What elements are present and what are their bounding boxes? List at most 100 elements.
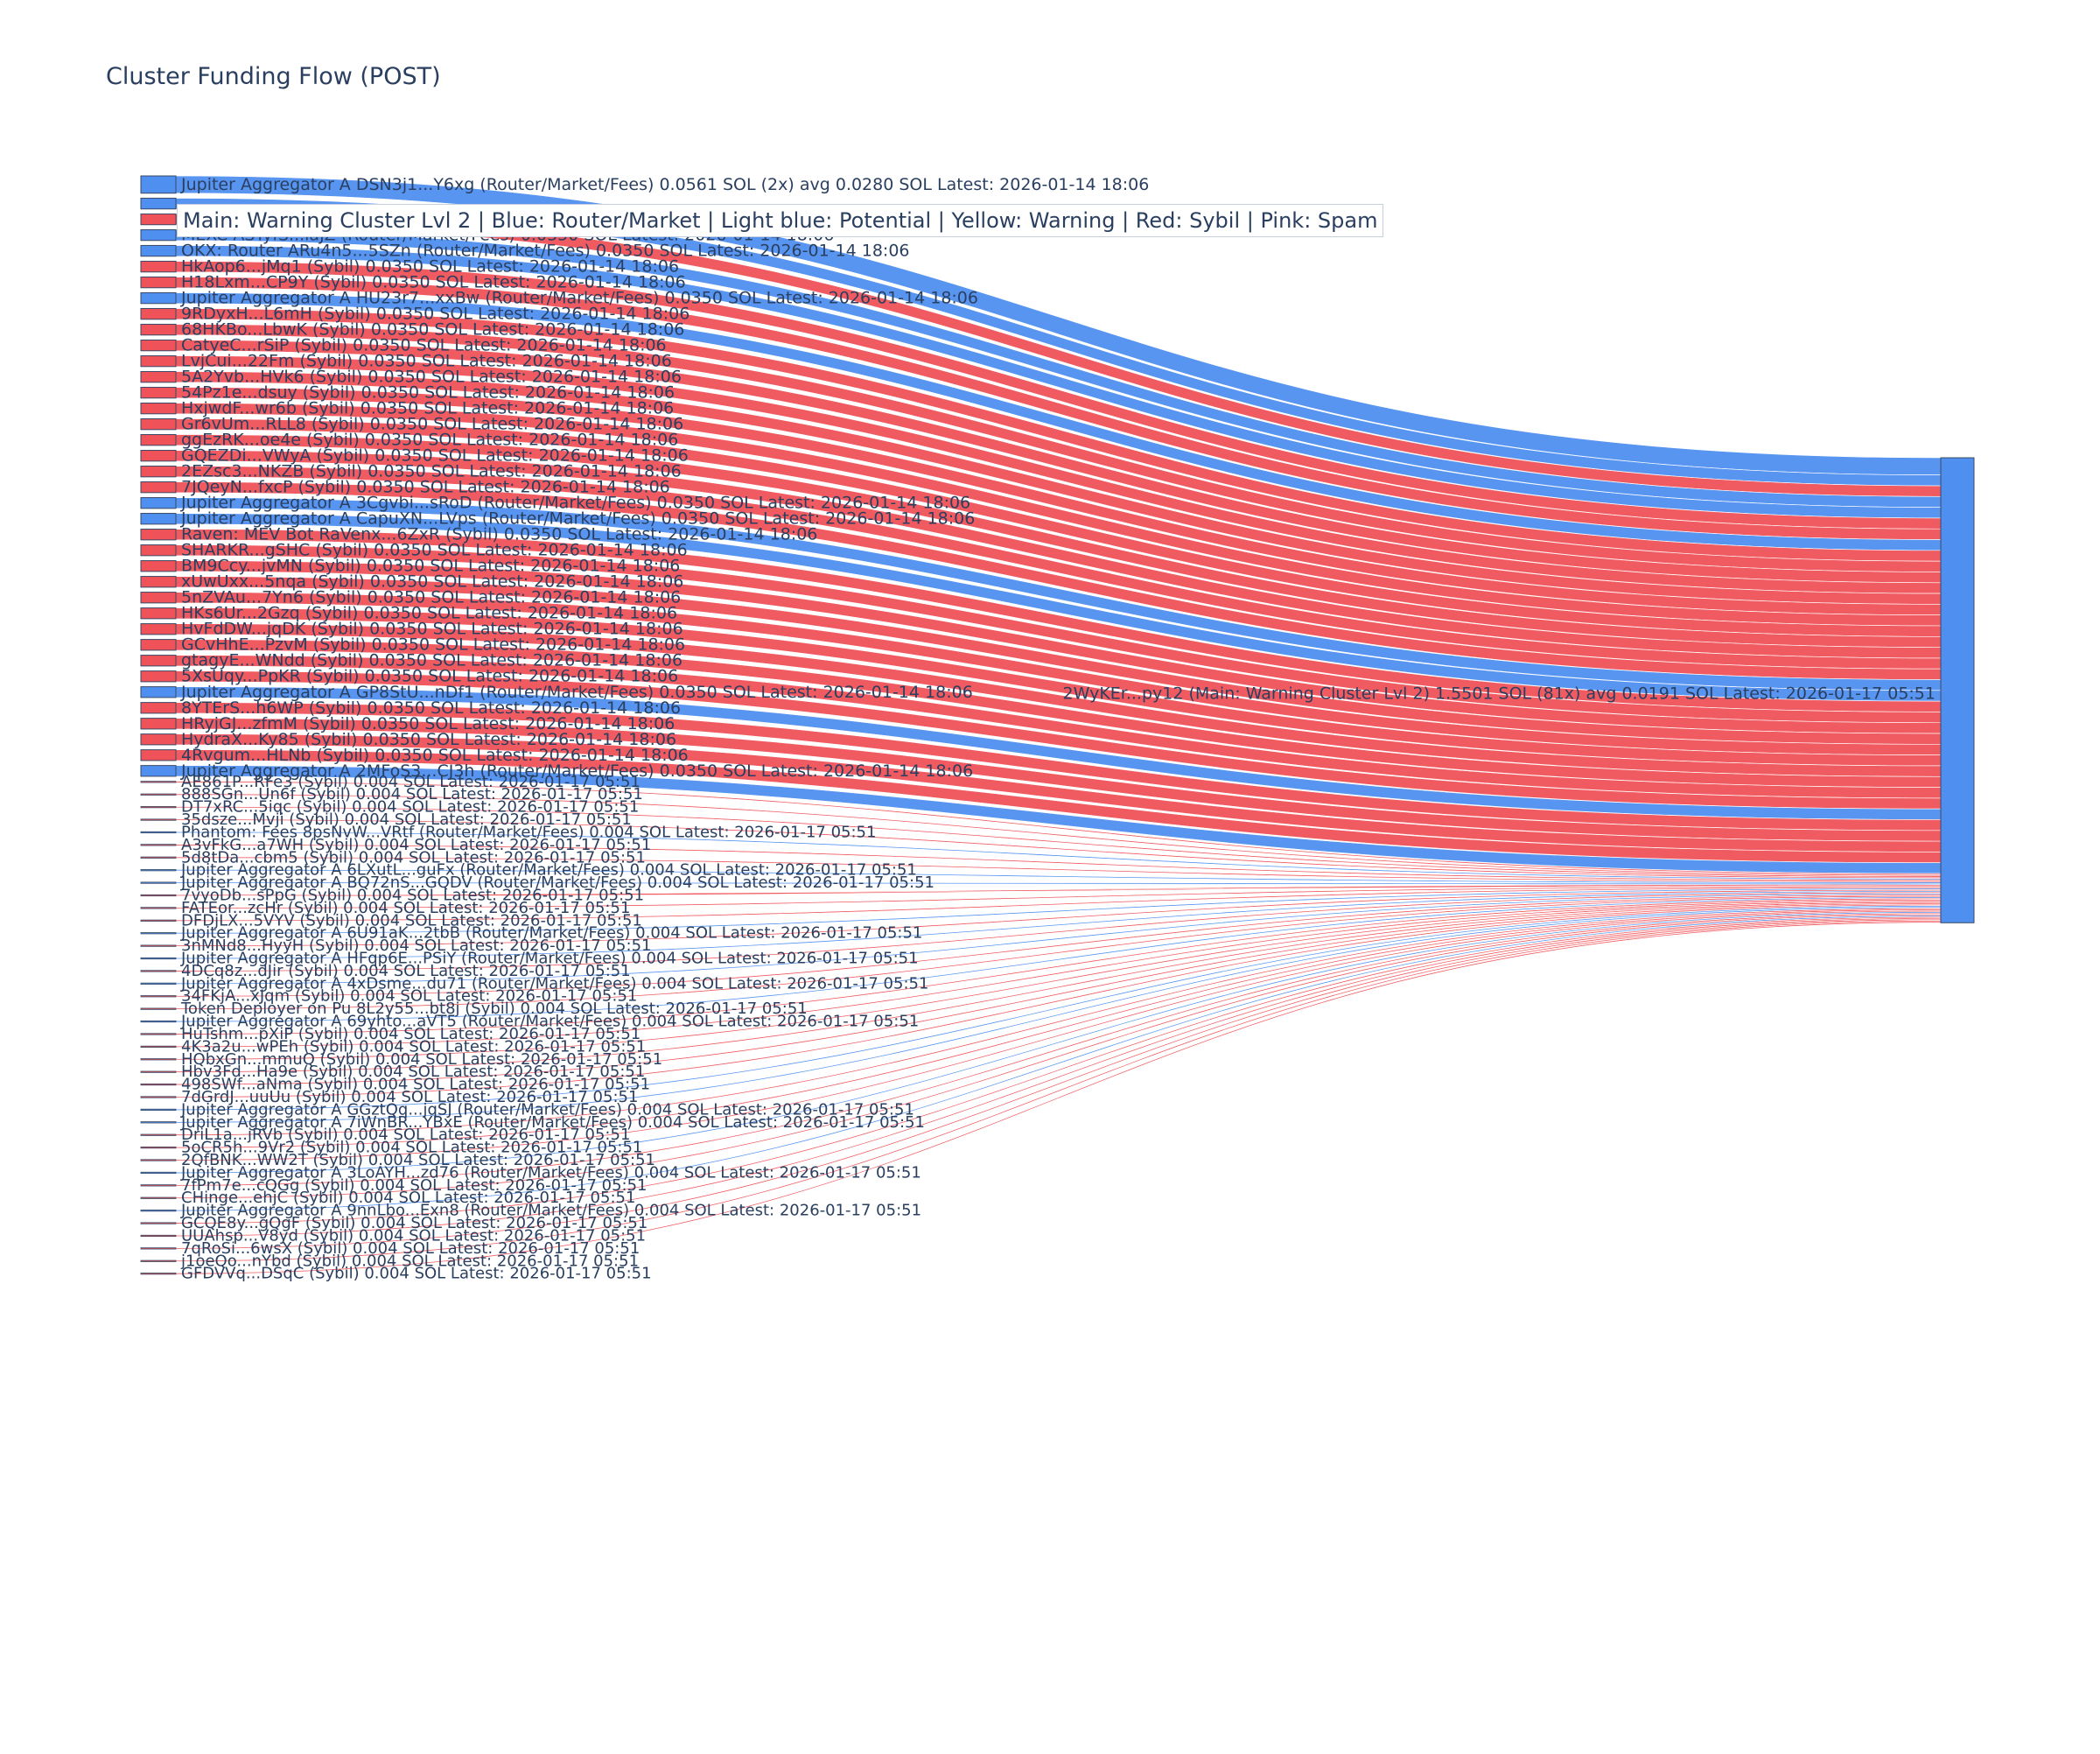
source-node[interactable]	[140, 1007, 177, 1010]
source-label: Jupiter Aggregator A CapuXN...LVps (Rout…	[180, 509, 975, 529]
sankey-labels: Jupiter Aggregator A DSN3j1...Y6xg (Rout…	[180, 175, 1936, 1283]
source-node[interactable]	[140, 291, 177, 305]
source-node[interactable]	[140, 244, 177, 257]
source-label: 8YTErS...h6WP (Sybil) 0.0350 SOL Latest:…	[181, 698, 681, 718]
source-node[interactable]	[140, 1247, 177, 1250]
source-node[interactable]	[140, 1184, 177, 1187]
source-label: 2EZsc3...NKZB (Sybil) 0.0350 SOL Latest:…	[181, 462, 682, 481]
source-node[interactable]	[140, 869, 177, 872]
source-node[interactable]	[140, 592, 177, 604]
source-node[interactable]	[140, 818, 177, 821]
source-node[interactable]	[140, 260, 177, 273]
source-node[interactable]	[140, 175, 177, 194]
source-node[interactable]	[140, 995, 177, 998]
source-node[interactable]	[140, 1045, 177, 1048]
source-node[interactable]	[140, 513, 177, 525]
source-node[interactable]	[140, 276, 177, 289]
source-node[interactable]	[140, 323, 177, 336]
source-label: 5XsUqy...PpKR (Sybil) 0.0350 SOL Latest:…	[181, 667, 678, 686]
source-label: Jupiter Aggregator A 4xDsme...du71 (Rout…	[180, 974, 928, 993]
source-node[interactable]	[140, 982, 177, 985]
source-node[interactable]	[140, 1171, 177, 1175]
sankey-nodes	[140, 175, 1975, 1275]
source-label: GFDVVq...DSqC (Sybil) 0.004 SOL Latest: …	[181, 1265, 652, 1283]
source-label: 3nMNd8...HyyH (Sybil) 0.004 SOL Latest: …	[181, 937, 651, 955]
source-node[interactable]	[140, 529, 177, 541]
source-label: Jupiter Aggregator A 9nnLbo...Exn8 (Rout…	[180, 1202, 921, 1220]
source-node[interactable]	[140, 434, 177, 446]
target-node[interactable]	[1940, 457, 1975, 923]
source-node[interactable]	[140, 831, 177, 834]
source-label: Jupiter Aggregator A GP8StU...nDf1 (Rout…	[180, 683, 973, 702]
source-label: GQEZDi...VWyA (Sybil) 0.0350 SOL Latest:…	[181, 446, 689, 466]
source-node[interactable]	[140, 655, 177, 667]
chart-title: Cluster Funding Flow (POST)	[106, 63, 441, 90]
source-node[interactable]	[140, 607, 177, 620]
source-node[interactable]	[140, 213, 177, 226]
source-node[interactable]	[140, 497, 177, 509]
source-node[interactable]	[140, 228, 177, 242]
source-node[interactable]	[140, 806, 177, 809]
source-node[interactable]	[140, 932, 177, 935]
source-node[interactable]	[140, 450, 177, 462]
source-node[interactable]	[140, 765, 177, 777]
source-node[interactable]	[140, 970, 177, 972]
source-node[interactable]	[140, 386, 177, 399]
source-node[interactable]	[140, 370, 177, 383]
source-label: FATEor...zcHr (Sybil) 0.004 SOL Latest: …	[181, 899, 630, 917]
source-node[interactable]	[140, 1121, 177, 1124]
source-node[interactable]	[140, 1222, 177, 1224]
source-node[interactable]	[140, 354, 177, 368]
source-label: Jupiter Aggregator A 2MFoS3...CJ3h (Rout…	[180, 761, 973, 781]
source-node[interactable]	[140, 307, 177, 320]
source-node[interactable]	[140, 749, 177, 761]
source-node[interactable]	[140, 670, 177, 683]
source-label: Jupiter Aggregator A 6LXutL...guFx (Rout…	[180, 861, 917, 880]
source-node[interactable]	[140, 1133, 177, 1136]
source-node[interactable]	[140, 623, 177, 635]
source-node[interactable]	[140, 402, 177, 415]
source-label: HKs6Ur...2Gzq (Sybil) 0.0350 SOL Latest:…	[181, 604, 677, 623]
source-node[interactable]	[140, 1108, 177, 1112]
source-node[interactable]	[140, 639, 177, 651]
source-node[interactable]	[140, 1058, 177, 1061]
source-node[interactable]	[140, 1196, 177, 1199]
source-node[interactable]	[140, 919, 177, 922]
source-node[interactable]	[140, 1070, 177, 1073]
source-label: Jupiter Aggregator A 3Cgvbi...sRoD (Rout…	[180, 494, 970, 513]
source-label: 498SWf...aNma (Sybil) 0.004 SOL Latest: …	[181, 1076, 650, 1094]
source-label: 9RDyxH...L6mH (Sybil) 0.0350 SOL Latest:…	[181, 305, 690, 324]
source-node[interactable]	[140, 793, 177, 796]
source-node[interactable]	[140, 686, 177, 698]
source-node[interactable]	[140, 339, 177, 352]
source-node[interactable]	[140, 197, 177, 210]
source-node[interactable]	[140, 1259, 177, 1262]
source-node[interactable]	[140, 733, 177, 746]
source-node[interactable]	[140, 544, 177, 557]
source-node[interactable]	[140, 907, 177, 909]
source-node[interactable]	[140, 881, 177, 884]
source-node[interactable]	[140, 856, 177, 859]
source-node[interactable]	[140, 560, 177, 572]
source-label: Jupiter Aggregator A BQ72nS...GQDV (Rout…	[180, 873, 934, 892]
source-label: HuTshm...pXiP (Sybil) 0.004 SOL Latest: …	[181, 1025, 640, 1043]
source-node[interactable]	[140, 1159, 177, 1161]
source-label: Raven: MEV Bot RaVenx...6ZxR (Sybil) 0.0…	[181, 525, 817, 544]
source-node[interactable]	[140, 481, 177, 494]
source-label: 5A2Yvb...HVk6 (Sybil) 0.0350 SOL Latest:…	[181, 368, 682, 387]
source-node[interactable]	[140, 418, 177, 431]
source-node[interactable]	[140, 944, 177, 947]
source-node[interactable]	[140, 1234, 177, 1238]
source-label: Token Deployer on Pu 8L2y55...bt8j (Sybi…	[180, 1000, 808, 1018]
source-label: Jupiter Aggregator A 7iWnBR...YBxE (Rout…	[180, 1113, 925, 1132]
source-node[interactable]	[140, 466, 177, 478]
source-node[interactable]	[140, 576, 177, 588]
source-label: 888SGn...Un6f (Sybil) 0.004 SOL Latest: …	[181, 785, 643, 803]
source-node[interactable]	[140, 1033, 177, 1035]
source-node[interactable]	[140, 702, 177, 714]
source-label: CatyeC...rSiP (Sybil) 0.0350 SOL Latest:…	[181, 336, 667, 355]
source-node[interactable]	[140, 718, 177, 730]
source-label: HvFdDW...jqDK (Sybil) 0.0350 SOL Latest:…	[181, 620, 683, 639]
source-node[interactable]	[140, 1096, 177, 1098]
